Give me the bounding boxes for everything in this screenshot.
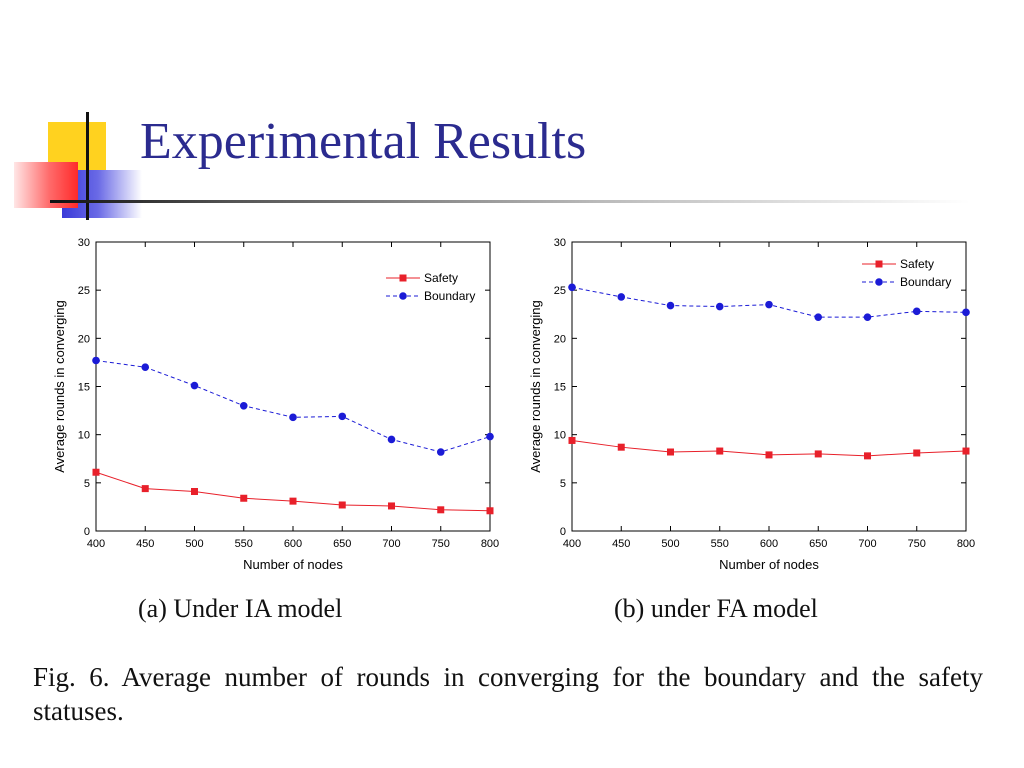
data-point-safety [913, 449, 921, 457]
y-tick-label: 25 [78, 285, 90, 297]
x-tick-label: 600 [284, 538, 302, 550]
x-tick-label: 450 [136, 538, 154, 550]
x-tick-label: 750 [908, 538, 926, 550]
y-tick-label: 25 [554, 285, 566, 297]
x-tick-label: 650 [809, 538, 827, 550]
x-axis-label: Number of nodes [243, 557, 343, 572]
data-point-boundary [617, 293, 626, 301]
y-tick-label: 10 [554, 430, 566, 442]
data-point-safety [141, 485, 149, 493]
x-tick-label: 750 [432, 538, 450, 550]
y-tick-label: 0 [84, 526, 90, 538]
data-point-boundary [289, 413, 297, 422]
legend-label-boundary: Boundary [424, 289, 475, 303]
y-tick-label: 20 [78, 333, 90, 345]
data-point-boundary [666, 301, 675, 310]
x-tick-label: 500 [185, 538, 203, 550]
series-line-safety [95, 471, 491, 512]
series-line-boundary [95, 359, 491, 453]
x-axis-label: Number of nodes [719, 557, 819, 572]
data-point-boundary [765, 300, 773, 309]
y-tick-label: 15 [78, 382, 90, 394]
data-point-safety [864, 452, 871, 460]
data-point-boundary [92, 356, 100, 365]
y-tick-label: 20 [554, 333, 566, 345]
title-underline [50, 200, 970, 203]
data-point-safety [240, 494, 248, 502]
data-point-safety [617, 443, 625, 451]
legend-label-boundary: Boundary [900, 275, 951, 289]
data-point-safety [437, 506, 445, 514]
y-tick-label: 30 [78, 237, 90, 249]
x-tick-label: 800 [481, 538, 499, 550]
x-tick-label: 550 [711, 538, 729, 550]
subcaption-b: (b) under FA model [614, 594, 818, 623]
data-point-safety [765, 451, 773, 459]
deco-vertical-line [86, 112, 89, 220]
data-point-boundary [486, 432, 494, 441]
legend-label-safety: Safety [900, 257, 934, 271]
legend-marker-boundary [399, 292, 407, 300]
data-point-boundary [912, 307, 921, 316]
y-tick-label: 15 [554, 382, 566, 394]
x-tick-label: 400 [563, 538, 581, 550]
x-tick-label: 800 [957, 538, 975, 550]
x-tick-label: 700 [858, 538, 876, 550]
data-point-boundary [568, 283, 576, 292]
legend-label-safety: Safety [424, 271, 458, 285]
data-point-safety [191, 488, 198, 496]
x-tick-label: 450 [612, 538, 630, 550]
data-point-boundary [436, 448, 445, 456]
data-point-safety [716, 447, 724, 455]
chart-ia-model: 400 450 500 550 600 650 700 750 800 0 5 10 15 20 25 30 N… [52, 237, 499, 572]
y-tick-label: 0 [560, 526, 566, 538]
data-point-safety [568, 436, 576, 444]
data-point-safety [814, 450, 822, 458]
legend-marker-safety [399, 274, 407, 282]
data-point-boundary [190, 381, 199, 390]
y-tick-label: 10 [78, 430, 90, 442]
data-point-boundary [962, 308, 970, 317]
chart-fa-model: 400 450 500 550 600 650 700 750 800 0 5 10 15 20 25 30 N… [528, 237, 975, 572]
x-tick-label: 700 [382, 538, 400, 550]
figure-caption: Fig. 6. Average number of rounds in conv… [33, 662, 983, 726]
x-tick-label: 500 [661, 538, 679, 550]
legend-marker-safety [875, 260, 883, 268]
data-point-safety [92, 468, 100, 476]
y-axis-label: Average rounds in converging [528, 300, 543, 473]
data-point-boundary [814, 313, 823, 321]
data-point-boundary [141, 363, 150, 372]
data-point-boundary [338, 412, 347, 421]
x-tick-label: 550 [235, 538, 253, 550]
x-tick-label: 650 [333, 538, 351, 550]
data-point-safety [388, 502, 395, 510]
y-axis-label: Average rounds in converging [52, 300, 67, 473]
data-point-safety [962, 447, 970, 455]
data-point-boundary [239, 401, 248, 410]
subcaption-a: (a) Under IA model [138, 594, 343, 623]
slide-title: Experimental Results [140, 113, 587, 170]
y-tick-label: 30 [554, 237, 566, 249]
x-tick-label: 600 [760, 538, 778, 550]
data-point-boundary [863, 313, 872, 321]
x-tick-label: 400 [87, 538, 105, 550]
data-point-boundary [387, 435, 396, 444]
data-point-safety [338, 501, 346, 509]
y-tick-label: 5 [84, 478, 90, 490]
data-point-boundary [715, 302, 724, 311]
plot-frame [95, 241, 491, 532]
data-point-safety [667, 448, 674, 456]
y-tick-label: 5 [560, 478, 566, 490]
legend-marker-boundary [875, 278, 883, 286]
data-point-safety [486, 507, 494, 515]
data-point-safety [289, 497, 297, 505]
